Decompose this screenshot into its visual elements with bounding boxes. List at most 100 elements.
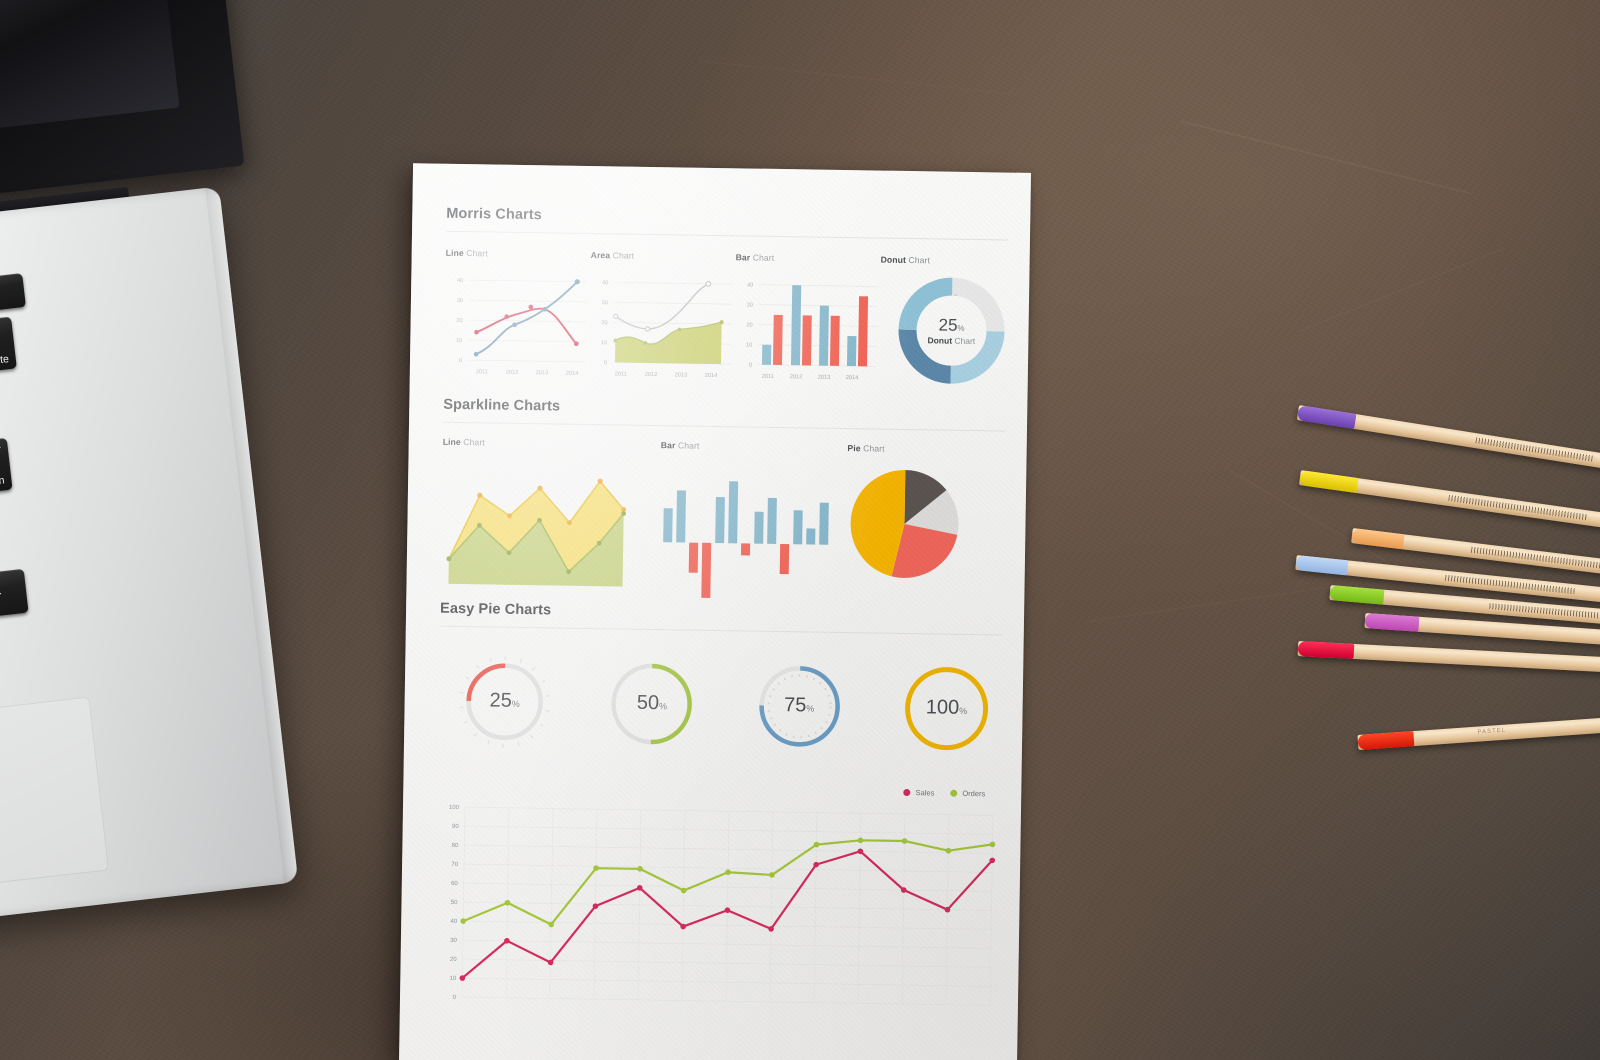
bottom-line-svg: 100 90 80 70 60 50 40 30 20 10 0 bbox=[449, 805, 996, 1006]
laptop-screen bbox=[0, 0, 180, 139]
chart-morris-bar: Bar Chart 40 30 20 10 0 2011 2012 2 bbox=[734, 252, 881, 389]
section-sparkline-charts: Sparkline Charts Line Chart bbox=[440, 397, 1005, 608]
chart-morris-area: Area Chart 40 30 20 10 0 2011 2012 bbox=[589, 250, 736, 387]
legend-item-orders[interactable]: Orders bbox=[950, 788, 986, 799]
key-return-sub: enter bbox=[0, 444, 1, 456]
svg-text:10: 10 bbox=[601, 340, 607, 346]
easy-pie-75-unit: % bbox=[806, 703, 815, 714]
chart-title-spark-pie: Pie Chart bbox=[847, 443, 885, 454]
spark-pie-svg bbox=[850, 469, 959, 578]
svg-text:50: 50 bbox=[451, 900, 458, 906]
key-delete-label: delete bbox=[0, 353, 10, 369]
pie-slice-yellow bbox=[850, 469, 906, 577]
svg-text:10: 10 bbox=[450, 976, 457, 982]
legend-item-sales[interactable]: Sales bbox=[903, 788, 934, 797]
morris-bar-svg: 40 30 20 10 0 2011 2012 2013 2014 bbox=[746, 282, 878, 381]
svg-text:10: 10 bbox=[746, 342, 752, 348]
svg-text:10: 10 bbox=[456, 338, 462, 344]
section-divider bbox=[443, 421, 1005, 432]
chart-spark-pie: Pie Chart bbox=[845, 443, 1005, 607]
donut-center-label: Donut Chart bbox=[927, 335, 976, 347]
easy-pie-25-value: 25 bbox=[489, 689, 512, 712]
easy-pie-50-unit: % bbox=[658, 701, 668, 712]
trackpad[interactable] bbox=[0, 696, 110, 899]
donut-svg bbox=[898, 277, 1005, 384]
svg-text:70: 70 bbox=[451, 862, 458, 868]
key-return-label: return bbox=[0, 474, 6, 490]
easy-pie-25: 25% bbox=[456, 653, 553, 750]
arrow-right-icon bbox=[0, 590, 2, 599]
chart-bottom-line: Sales Orders bbox=[433, 783, 999, 1041]
svg-text:20: 20 bbox=[601, 320, 607, 326]
svg-text:60: 60 bbox=[451, 881, 458, 887]
svg-text:40: 40 bbox=[457, 278, 463, 284]
pie-slice-dark-gray bbox=[904, 469, 947, 524]
legend-dot-orders bbox=[950, 789, 958, 797]
chart-title-morris-line: Line Chart bbox=[445, 247, 488, 259]
svg-text:30: 30 bbox=[457, 298, 463, 304]
svg-text:20: 20 bbox=[450, 957, 457, 963]
easy-pie-75-value: 75 bbox=[783, 694, 807, 717]
pie-slice-red bbox=[891, 523, 958, 578]
svg-text:2013: 2013 bbox=[675, 372, 688, 378]
svg-text:2014: 2014 bbox=[846, 375, 859, 381]
easy-pie-75: 75% bbox=[751, 658, 848, 755]
svg-text:2014: 2014 bbox=[566, 371, 579, 377]
svg-text:2012: 2012 bbox=[645, 372, 658, 378]
printed-report-page: Morris Charts Line Chart 40 30 20 bbox=[398, 163, 1032, 1060]
easy-pie-100-unit: % bbox=[959, 705, 968, 716]
chart-title-morris-area: Area Chart bbox=[590, 250, 635, 261]
svg-text:40: 40 bbox=[450, 919, 457, 925]
spark-line-svg bbox=[446, 478, 627, 587]
donut-center-value: 25% bbox=[938, 315, 965, 335]
svg-text:90: 90 bbox=[452, 824, 459, 830]
svg-text:2013: 2013 bbox=[818, 375, 831, 381]
key-arrow-right[interactable] bbox=[0, 568, 29, 619]
crimson-pencil-cap bbox=[1297, 641, 1355, 659]
section-divider bbox=[446, 230, 1008, 241]
svg-text:20: 20 bbox=[746, 322, 752, 328]
legend-dot-sales bbox=[903, 788, 911, 797]
donut-segment-b bbox=[898, 277, 1005, 384]
pie-slice-light-gray bbox=[904, 490, 959, 535]
laptop: F11 F12 –_ += delete {[ }] bbox=[0, 0, 299, 930]
easy-pie-100-value: 100 bbox=[925, 696, 960, 719]
morris-line-svg: 40 30 20 10 0 2011 2012 2013 2014 bbox=[456, 278, 588, 377]
donut-segment-d bbox=[898, 277, 1005, 384]
svg-text:0: 0 bbox=[459, 358, 462, 364]
svg-text:2013: 2013 bbox=[536, 370, 549, 376]
section-divider bbox=[439, 625, 1002, 636]
easy-pie-50-arc bbox=[611, 663, 693, 745]
chart-title-morris-bar: Bar Chart bbox=[735, 252, 775, 263]
easy-pie-50: 50% bbox=[603, 655, 700, 752]
svg-text:30: 30 bbox=[747, 302, 753, 308]
section-title-sparkline: Sparkline Charts bbox=[443, 396, 561, 415]
chart-legend: Sales Orders bbox=[903, 788, 986, 799]
chart-title-morris-donut: Donut Chart bbox=[880, 254, 931, 266]
donut-segment-a bbox=[898, 277, 1005, 384]
svg-text:30: 30 bbox=[450, 938, 457, 944]
svg-text:0: 0 bbox=[453, 995, 457, 1001]
svg-text:2014: 2014 bbox=[705, 373, 718, 379]
svg-text:40: 40 bbox=[602, 280, 608, 286]
svg-text:100: 100 bbox=[449, 805, 460, 811]
chart-title-spark-line: Line Chart bbox=[442, 436, 485, 448]
chart-spark-line: Line Chart bbox=[440, 437, 661, 602]
chart-morris-line: Line Chart 40 30 20 10 0 2011 2012 bbox=[444, 248, 591, 385]
svg-text:2011: 2011 bbox=[476, 369, 488, 375]
easy-pie-75-arc bbox=[759, 666, 840, 747]
key-delete[interactable]: delete bbox=[0, 316, 17, 381]
section-easy-pie-charts: Easy Pie Charts bbox=[438, 601, 1002, 758]
key-return[interactable]: enter return bbox=[0, 437, 13, 502]
svg-text:2012: 2012 bbox=[506, 370, 519, 376]
svg-text:40: 40 bbox=[747, 282, 753, 288]
donut-segment-c bbox=[898, 277, 1005, 384]
legend-label-orders: Orders bbox=[962, 788, 986, 799]
section-title-morris: Morris Charts bbox=[446, 205, 543, 224]
morris-area-svg: 40 30 20 10 0 2011 2012 2013 2014 bbox=[601, 280, 733, 379]
spark-bar-svg bbox=[663, 481, 843, 605]
easy-pie-100-arc bbox=[905, 667, 989, 751]
easy-pie-25-unit: % bbox=[511, 698, 520, 709]
svg-text:80: 80 bbox=[452, 843, 459, 849]
key-eject[interactable] bbox=[0, 273, 26, 315]
